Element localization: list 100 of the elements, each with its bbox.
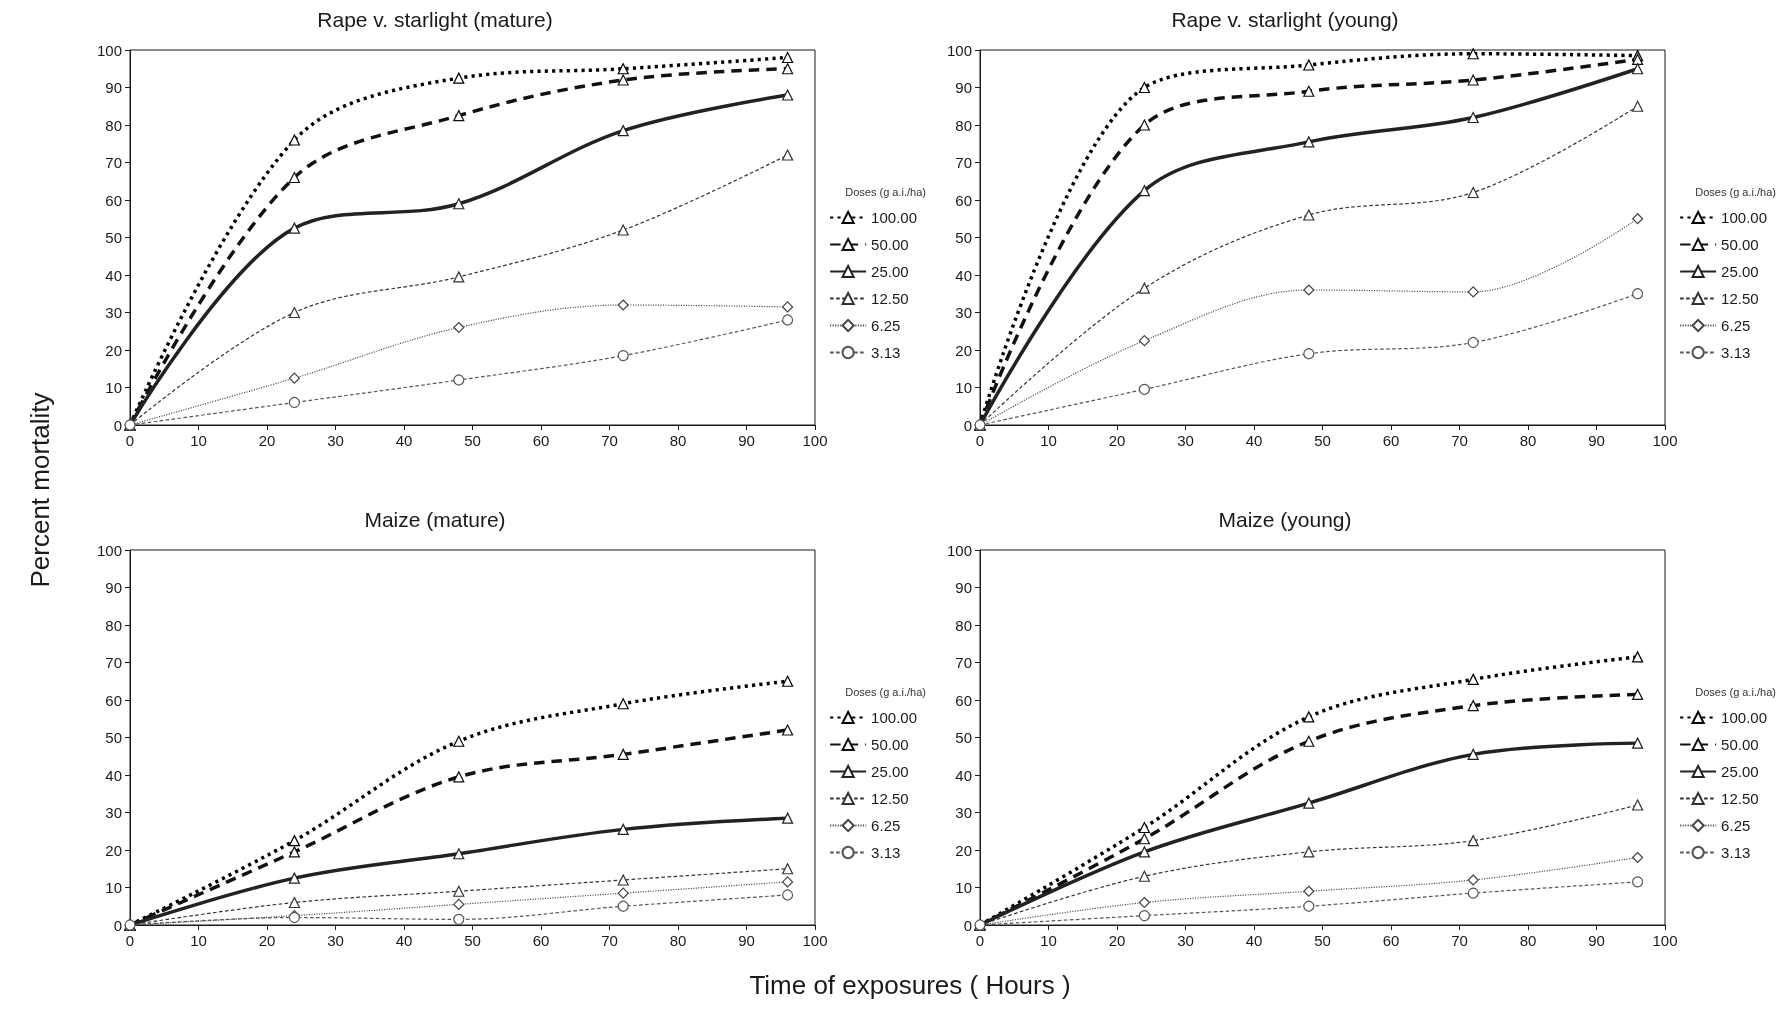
x-tick-label: 0	[125, 432, 135, 449]
chart-title: Maize (mature)	[364, 508, 506, 531]
y-tick-label: 10	[105, 379, 122, 396]
x-tick-label: 100	[1652, 432, 1678, 449]
x-tick-label: 80	[1519, 432, 1537, 449]
x-tick-label: 0	[975, 932, 985, 949]
y-tick-label: 100	[946, 541, 972, 559]
legend-label: 50.00	[871, 236, 909, 253]
x-tick-label: 30	[327, 932, 344, 949]
y-tick-label: 90	[105, 79, 122, 96]
legend-label: 25.00	[871, 763, 909, 780]
y-tick-label: 70	[955, 154, 972, 171]
chart-title: Maize (young)	[1218, 508, 1352, 531]
x-tick-label: 60	[532, 432, 550, 449]
y-tick-label: 10	[105, 879, 122, 896]
legend-title: Doses (g a.i./ha)	[1695, 185, 1776, 198]
legend-label: 25.00	[871, 263, 909, 280]
y-tick-label: 90	[955, 79, 972, 96]
x-tick-label: 60	[532, 932, 550, 949]
x-tick-label: 100	[802, 432, 828, 449]
y-tick-label: 80	[955, 116, 972, 134]
x-tick-label: 0	[125, 932, 135, 949]
x-tick-label: 70	[601, 932, 618, 949]
legend-label: 12.50	[1721, 290, 1759, 307]
x-tick-label: 0	[975, 432, 985, 449]
legend-title: Doses (g a.i./ha)	[1695, 685, 1776, 698]
y-tick-label: 30	[105, 304, 122, 321]
x-tick-label: 50	[1314, 932, 1331, 949]
legend-title: Doses (g a.i./ha)	[845, 185, 926, 198]
x-tick-label: 70	[601, 432, 618, 449]
x-tick-label: 90	[738, 932, 755, 949]
x-tick-label: 20	[1108, 932, 1126, 949]
y-tick-label: 20	[955, 341, 972, 359]
x-tick-label: 30	[1177, 932, 1194, 949]
y-tick-label: 40	[955, 266, 972, 284]
x-tick-label: 20	[1108, 432, 1126, 449]
legend-label: 12.50	[871, 290, 909, 307]
legend-label: 6.25	[1721, 817, 1751, 834]
y-tick-label: 70	[105, 154, 122, 171]
x-tick-label: 80	[669, 432, 687, 449]
y-tick-label: 40	[955, 766, 972, 784]
y-tick-label: 60	[105, 691, 122, 709]
chart-title: Rape v. starlight (young)	[1171, 8, 1399, 31]
y-tick-label: 60	[955, 191, 972, 209]
y-tick-label: 100	[96, 541, 122, 559]
legend-label: 12.50	[871, 790, 909, 807]
y-tick-label: 10	[955, 879, 972, 896]
y-tick-label: 40	[105, 266, 122, 284]
y-tick-label: 70	[955, 654, 972, 671]
legend-label: 50.00	[1721, 736, 1759, 753]
legend-label: 100.00	[1721, 209, 1768, 226]
x-tick-label: 90	[1588, 432, 1605, 449]
x-tick-label: 50	[464, 932, 481, 949]
y-tick-label: 50	[105, 229, 122, 246]
y-tick-label: 0	[963, 916, 972, 934]
legend-label: 6.25	[871, 317, 901, 334]
x-tick-label: 20	[258, 432, 276, 449]
y-tick-label: 90	[105, 579, 122, 596]
x-tick-label: 50	[1314, 432, 1331, 449]
legend-label: 100.00	[1721, 709, 1768, 726]
y-tick-label: 60	[955, 691, 972, 709]
y-tick-label: 50	[105, 729, 122, 746]
x-tick-label: 40	[1245, 432, 1263, 449]
y-tick-label: 20	[955, 841, 972, 859]
x-tick-label: 10	[1040, 432, 1057, 449]
legend-label: 25.00	[1721, 763, 1759, 780]
y-tick-label: 10	[955, 379, 972, 396]
x-tick-label: 60	[1382, 932, 1400, 949]
y-tick-label: 30	[955, 804, 972, 821]
x-tick-label: 100	[802, 932, 828, 949]
x-tick-label: 70	[1451, 432, 1468, 449]
legend-label: 3.13	[1721, 844, 1751, 861]
y-tick-label: 60	[105, 191, 122, 209]
y-tick-label: 70	[105, 654, 122, 671]
y-tick-label: 30	[105, 804, 122, 821]
y-tick-label: 80	[105, 616, 122, 634]
x-tick-label: 70	[1451, 932, 1468, 949]
y-tick-label: 0	[963, 416, 972, 434]
x-tick-label: 80	[1519, 932, 1537, 949]
x-tick-label: 10	[1040, 932, 1057, 949]
x-axis-title: Time of exposures ( Hours )	[749, 969, 1071, 1001]
x-tick-label: 40	[395, 932, 413, 949]
x-tick-label: 50	[464, 432, 481, 449]
y-axis-title: Percent mortality	[24, 392, 56, 588]
legend-label: 3.13	[871, 344, 901, 361]
x-tick-label: 80	[669, 932, 687, 949]
legend-label: 3.13	[871, 844, 901, 861]
y-tick-label: 90	[955, 579, 972, 596]
y-tick-label: 20	[105, 341, 122, 359]
legend-label: 50.00	[871, 736, 909, 753]
legend-label: 6.25	[1721, 317, 1751, 334]
x-tick-label: 20	[258, 932, 276, 949]
chart-title: Rape v. starlight (mature)	[317, 8, 553, 31]
y-tick-label: 80	[105, 116, 122, 134]
x-tick-label: 30	[327, 432, 344, 449]
x-tick-label: 10	[190, 432, 207, 449]
x-tick-label: 30	[1177, 432, 1194, 449]
y-tick-label: 100	[946, 41, 972, 59]
legend-label: 3.13	[1721, 344, 1751, 361]
x-tick-label: 90	[738, 432, 755, 449]
